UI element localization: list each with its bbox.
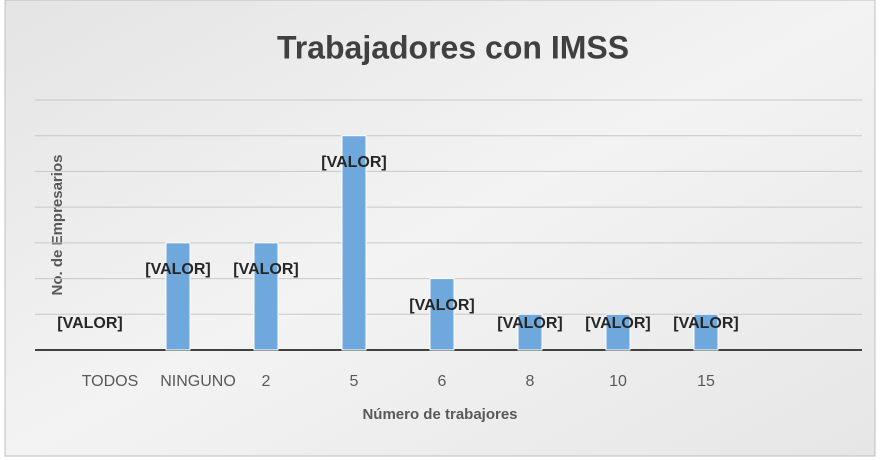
y-axis-label: No. de Empresarios	[49, 155, 66, 296]
x-tick-label: NINGUNO	[160, 373, 236, 390]
x-tick-label: 6	[438, 373, 447, 390]
data-label: [VALOR]	[321, 154, 386, 171]
x-tick-label: 15	[697, 373, 715, 390]
bar	[341, 135, 367, 351]
data-label: [VALOR]	[673, 315, 738, 332]
x-tick-label: 10	[609, 373, 627, 390]
bar	[253, 242, 279, 351]
data-label: [VALOR]	[145, 261, 210, 278]
data-label: [VALOR]	[409, 297, 474, 314]
chart-background	[4, 0, 876, 457]
bar	[605, 313, 631, 351]
data-label: [VALOR]	[57, 315, 122, 332]
bar	[693, 313, 719, 351]
x-tick-label: 2	[262, 373, 271, 390]
data-label: [VALOR]	[585, 315, 650, 332]
data-label: [VALOR]	[497, 315, 562, 332]
x-tick-label: TODOS	[82, 373, 139, 390]
bar	[429, 278, 455, 351]
data-label: [VALOR]	[233, 261, 298, 278]
x-tick-label: 5	[350, 373, 359, 390]
x-tick-label: 8	[526, 373, 535, 390]
chart-title: Trabajadores con IMSS	[277, 29, 629, 65]
bar	[517, 313, 543, 351]
x-axis-label: Número de trabajores	[362, 406, 517, 423]
bar	[165, 242, 191, 351]
